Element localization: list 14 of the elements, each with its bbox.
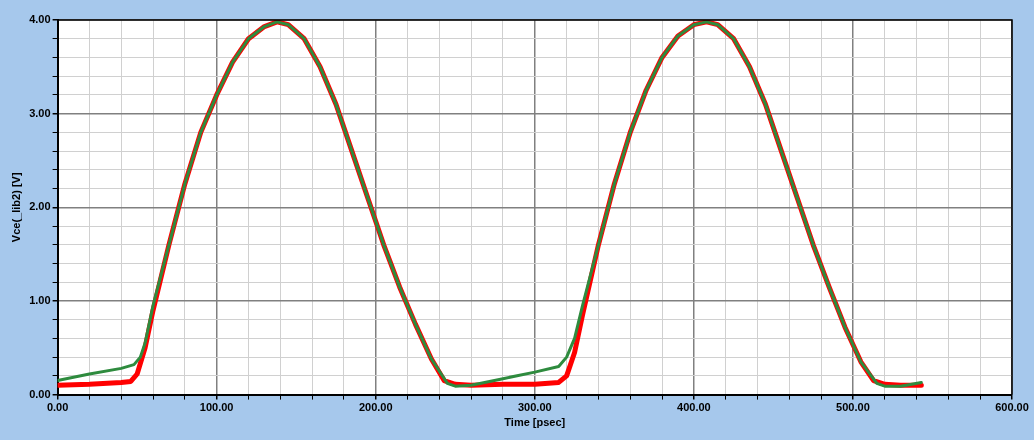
y-tick-label: 2.00 (29, 200, 51, 213)
x-tick-label: 100.00 (199, 401, 234, 414)
x-tick-label: 600.00 (995, 401, 1029, 414)
y-tick-label: 0.00 (29, 387, 51, 400)
x-axis-title: Time [psec] (504, 416, 566, 429)
x-tick-label: 0.00 (46, 401, 69, 414)
y-tick-label: 1.00 (29, 293, 51, 306)
y-tick-label: 4.00 (29, 13, 51, 26)
x-tick-label: 200.00 (358, 401, 393, 414)
x-tick-label: 500.00 (836, 401, 870, 414)
y-axis-title: Vce(_lib2) [V] (9, 172, 22, 243)
x-tick-label: 300.00 (517, 401, 552, 414)
y-tick-label: 3.00 (29, 106, 51, 119)
x-tick-label: 400.00 (677, 401, 711, 414)
